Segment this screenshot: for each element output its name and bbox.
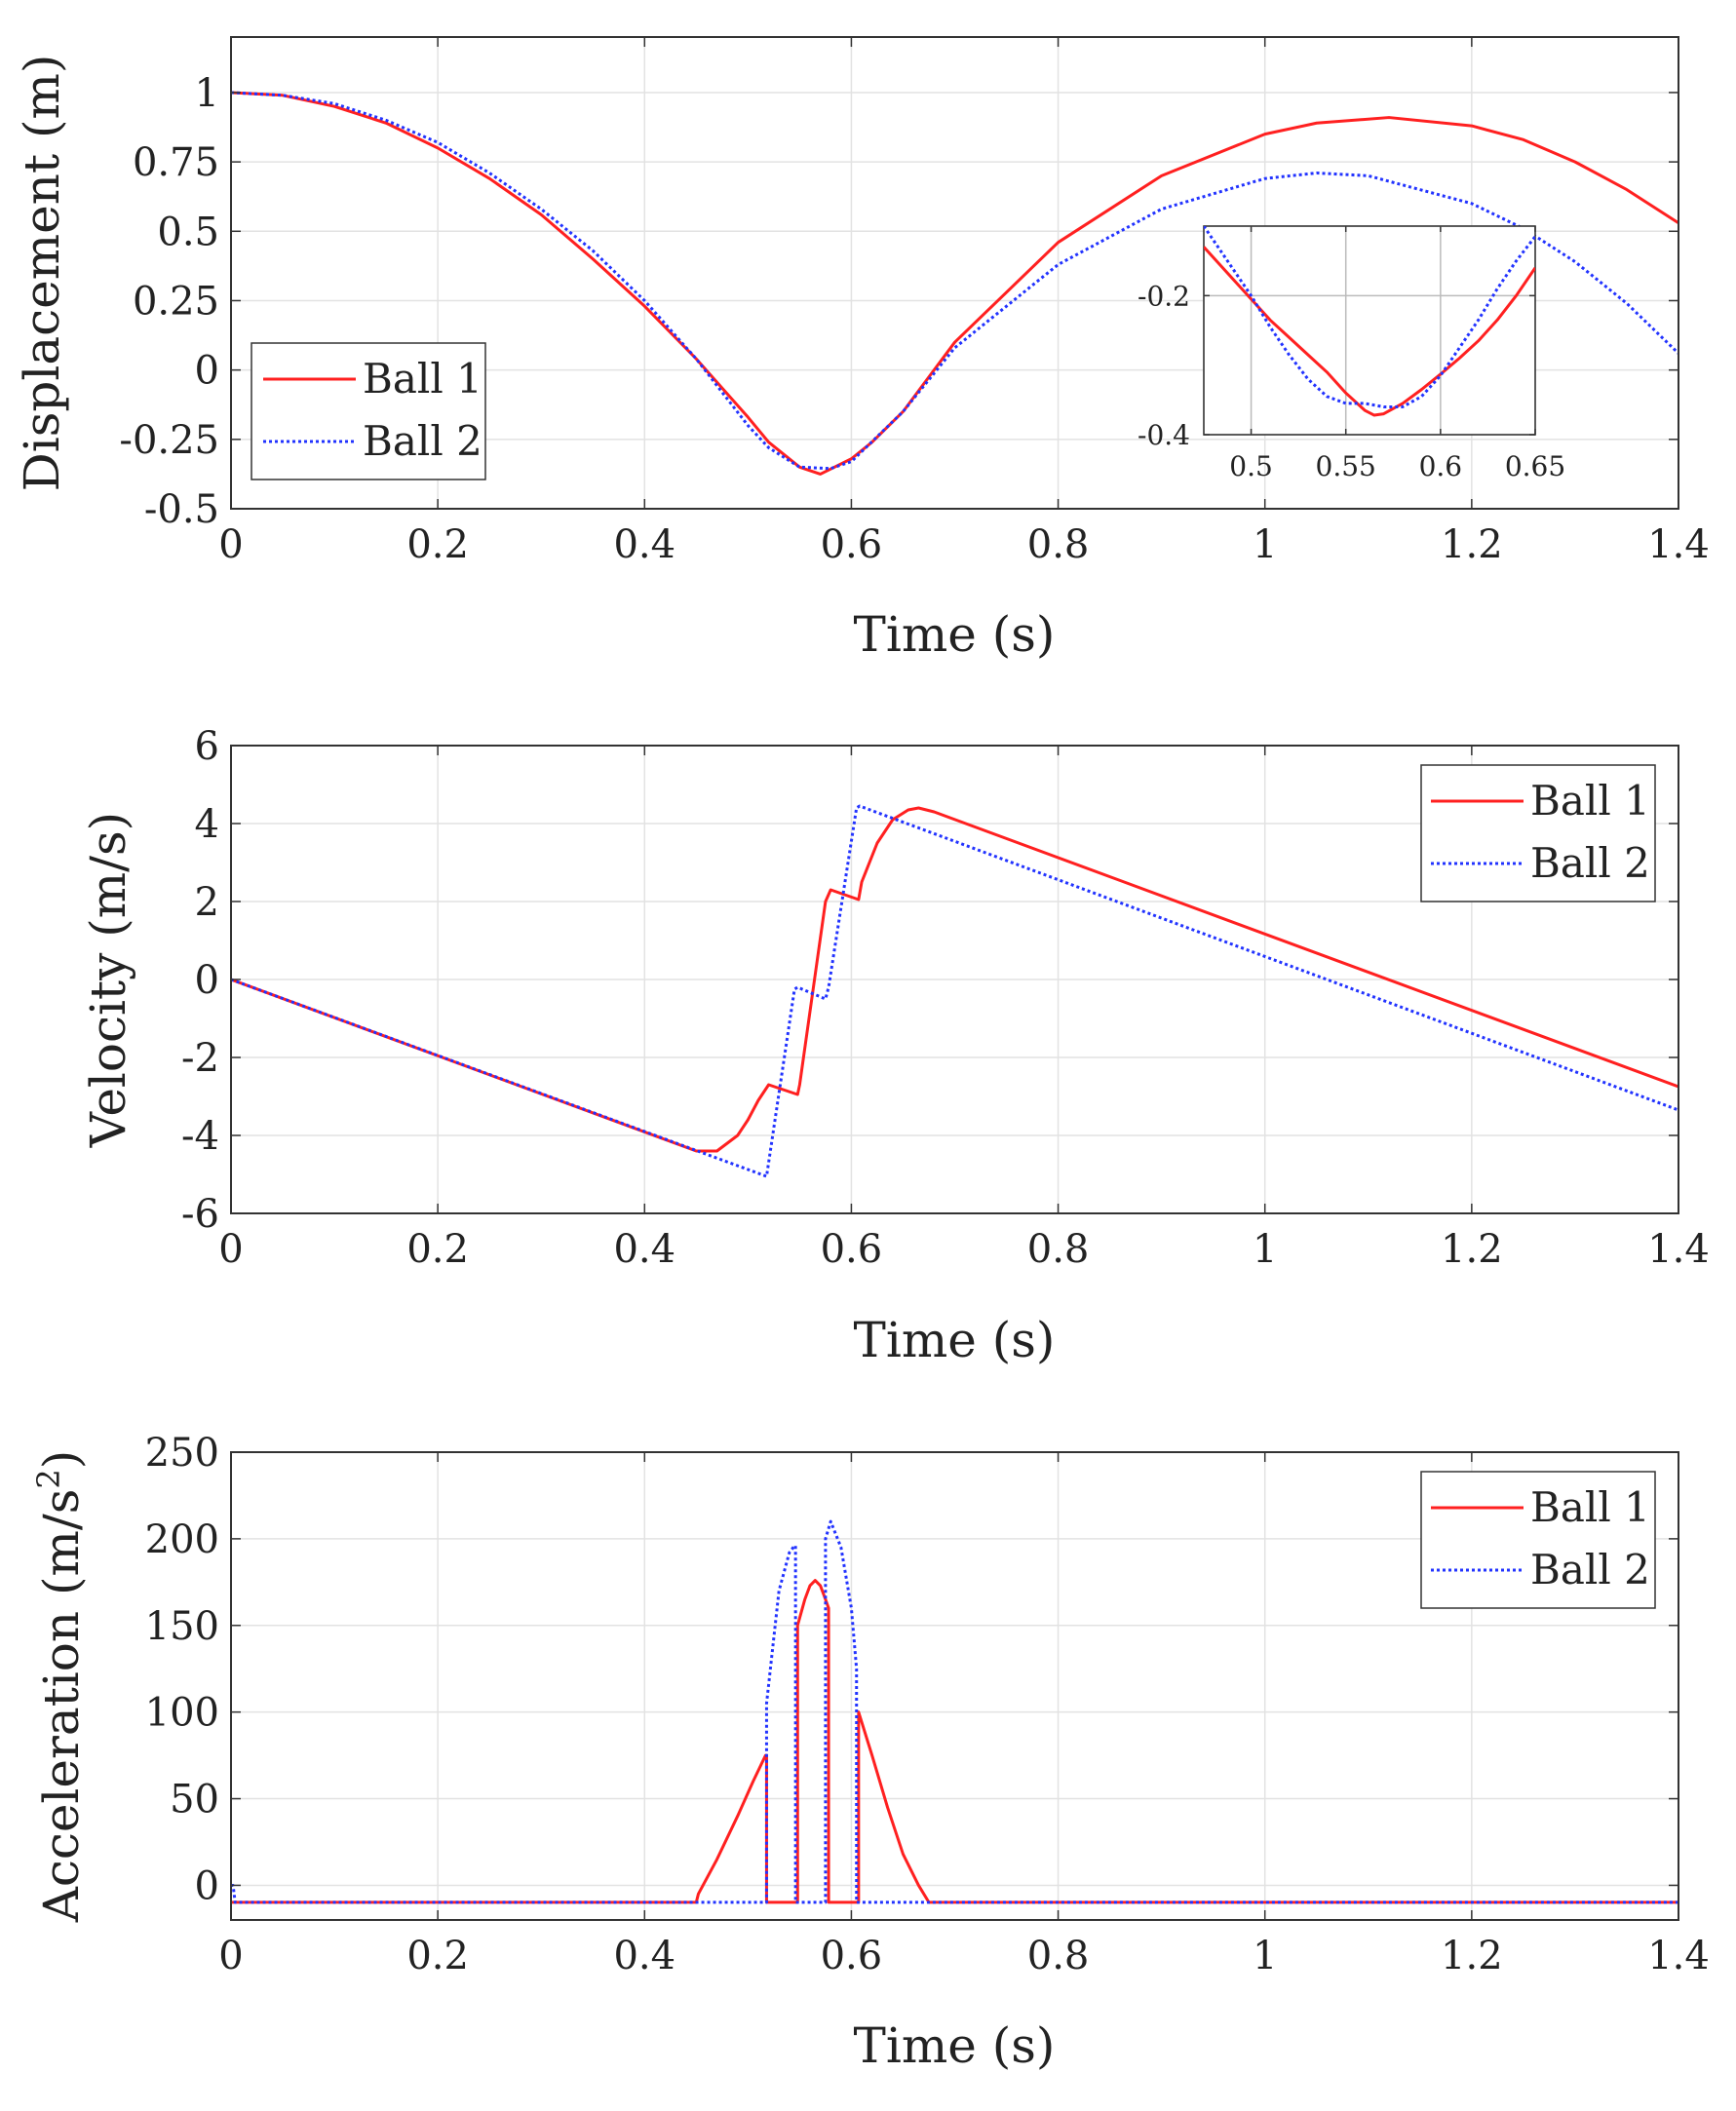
p1-xtick-label: 0.6 [821,1227,883,1272]
acceleration-axes-box [230,1451,1679,1921]
p1-xtick-label: 1.2 [1441,1227,1503,1272]
displacement-legend: Ball 1 Ball 2 [251,342,486,480]
legend-label-ball-2: Ball 2 [1530,839,1650,887]
legend-label-ball-1: Ball 1 [1530,1483,1650,1531]
p1-xtick-label: 1 [1253,1227,1277,1272]
p1-ytick-label: 0 [195,958,219,1003]
inset-ticks: 0.5 0.55 0.6 0.65 -0.4 -0.2 [1138,226,1565,482]
acceleration-ticks: 0 0.2 0.4 0.6 0.8 1 1.2 1.4 0 50 100 150 200 250 [145,1431,1710,1978]
inset-series-ball-2 [1204,226,1535,408]
p0-ytick-label: 0.25 [133,279,219,324]
p2-ytick-label: 250 [145,1431,219,1476]
velocity-legend: Ball 1 Ball 2 [1420,764,1656,902]
p0-xtick-label: 1.2 [1441,522,1503,567]
legend-label-ball-1: Ball 1 [363,355,482,403]
p1-ytick-label: 4 [195,802,219,847]
acceleration-ylabel: Acceleration (m/s2) [30,1450,90,1924]
p2-xtick-label: 0.6 [821,1934,883,1978]
acceleration-legend: Ball 1 Ball 2 [1420,1471,1656,1609]
p0-xtick-label: 0.8 [1027,522,1090,567]
p0-ytick-label: 0.75 [133,140,219,185]
p1-xtick-label: 0 [218,1227,243,1272]
acceleration-ylabel-superscript: 2 [30,1469,67,1488]
inset-plot-area [1203,225,1536,436]
p0-ytick-label: 0 [195,349,219,394]
displacement-panel: 0 0.2 0.4 0.6 0.8 1 1.2 1.4 -0.5 -0.25 0 0.25 0.5 0.7… [14,36,1710,663]
inset-series-ball-1 [1204,246,1535,417]
p2-series-ball-2 [231,1519,1678,1904]
p0-ytick-label: -0.25 [119,418,219,463]
p1-series-ball-2 [231,804,1678,1178]
inset-ytick-label: -0.2 [1138,280,1190,312]
p0-ytick-label: 0.5 [157,210,219,254]
acceleration-xlabel: Time (s) [854,2017,1056,2074]
p1-xtick-label: 0.4 [613,1227,675,1272]
p1-ytick-label: 2 [195,880,219,925]
legend-label-ball-1: Ball 1 [1530,777,1650,825]
p1-ytick-label: -2 [181,1036,219,1081]
displacement-ylabel: Displacement (m) [14,55,70,492]
p0-xtick-label: 0.6 [821,522,883,567]
p0-series-ball-2 [231,91,1678,471]
p2-xtick-label: 1 [1253,1934,1277,1978]
velocity-data-area [231,804,1678,1178]
p2-xtick-label: 0.8 [1027,1934,1090,1978]
p0-xtick-label: 1.4 [1647,522,1710,567]
velocity-xlabel: Time (s) [854,1312,1056,1368]
p1-ytick-label: -6 [181,1192,219,1237]
p2-xtick-label: 0.4 [613,1934,675,1978]
p2-ytick-label: 150 [145,1604,219,1649]
p0-xtick-label: 0 [218,522,243,567]
p2-xtick-label: 1.4 [1647,1934,1710,1978]
inset-xtick-label: 0.55 [1316,450,1376,482]
p1-xtick-label: 1.4 [1647,1227,1710,1272]
inset-xtick-label: 0.6 [1419,450,1463,482]
p1-ytick-label: 6 [195,724,219,769]
p0-ytick-label: 1 [195,71,219,116]
inset-xtick-label: 0.65 [1505,450,1565,482]
p1-ytick-label: -4 [181,1114,219,1159]
p2-ytick-label: 0 [195,1863,219,1908]
p0-xtick-label: 0.4 [613,522,675,567]
acceleration-data-area [231,1519,1678,1904]
velocity-legend-box [1420,764,1656,902]
displacement-axes-box [230,36,1679,510]
p0-ytick-label: -0.5 [144,487,219,532]
p1-series-ball-1 [231,806,1678,1153]
p1-xtick-label: 0.2 [406,1227,469,1272]
displacement-xlabel: Time (s) [854,606,1056,663]
displacement-legend-box [251,342,486,480]
acceleration-panel: 0 0.2 0.4 0.6 0.8 1 1.2 1.4 0 50 100 150 200 250 Time… [30,1431,1710,2074]
acceleration-ylabel-main: Acceleration (m/s [33,1489,90,1924]
acceleration-grid [231,1452,1678,1920]
velocity-ticks: 0 0.2 0.4 0.6 0.8 1 1.2 1.4 -6 -4 -2 0 2 4 6 [181,724,1710,1272]
velocity-grid [231,746,1678,1213]
inset-data-area [1204,226,1535,417]
p0-xtick-label: 1 [1253,522,1277,567]
p2-xtick-label: 0.2 [406,1934,469,1978]
displacement-ticks: 0 0.2 0.4 0.6 0.8 1 1.2 1.4 -0.5 -0.25 0 0.25 0.5 0.7… [119,37,1710,567]
p1-xtick-label: 0.8 [1027,1227,1090,1272]
acceleration-ylabel-suffix: ) [33,1450,90,1470]
inset-xtick-label: 0.5 [1229,450,1273,482]
acceleration-legend-box [1420,1471,1656,1609]
p2-series-ball-1 [231,1579,1678,1904]
displacement-inset: 0.5 0.55 0.6 0.65 -0.4 -0.2 [1138,225,1565,482]
inset-ytick-label: -0.4 [1138,419,1190,451]
displacement-data-area [231,91,1678,476]
p0-xtick-label: 0.2 [406,522,469,567]
velocity-ylabel: Velocity (m/s) [80,812,136,1148]
p0-series-ball-1 [231,91,1678,476]
inset-grid [1204,226,1535,435]
p2-xtick-label: 1.2 [1441,1934,1503,1978]
legend-label-ball-2: Ball 2 [363,417,482,465]
p2-ytick-label: 100 [145,1691,219,1736]
p2-ytick-label: 50 [170,1778,219,1823]
legend-label-ball-2: Ball 2 [1530,1546,1650,1593]
p2-xtick-label: 0 [218,1934,243,1978]
p2-ytick-label: 200 [145,1517,219,1562]
